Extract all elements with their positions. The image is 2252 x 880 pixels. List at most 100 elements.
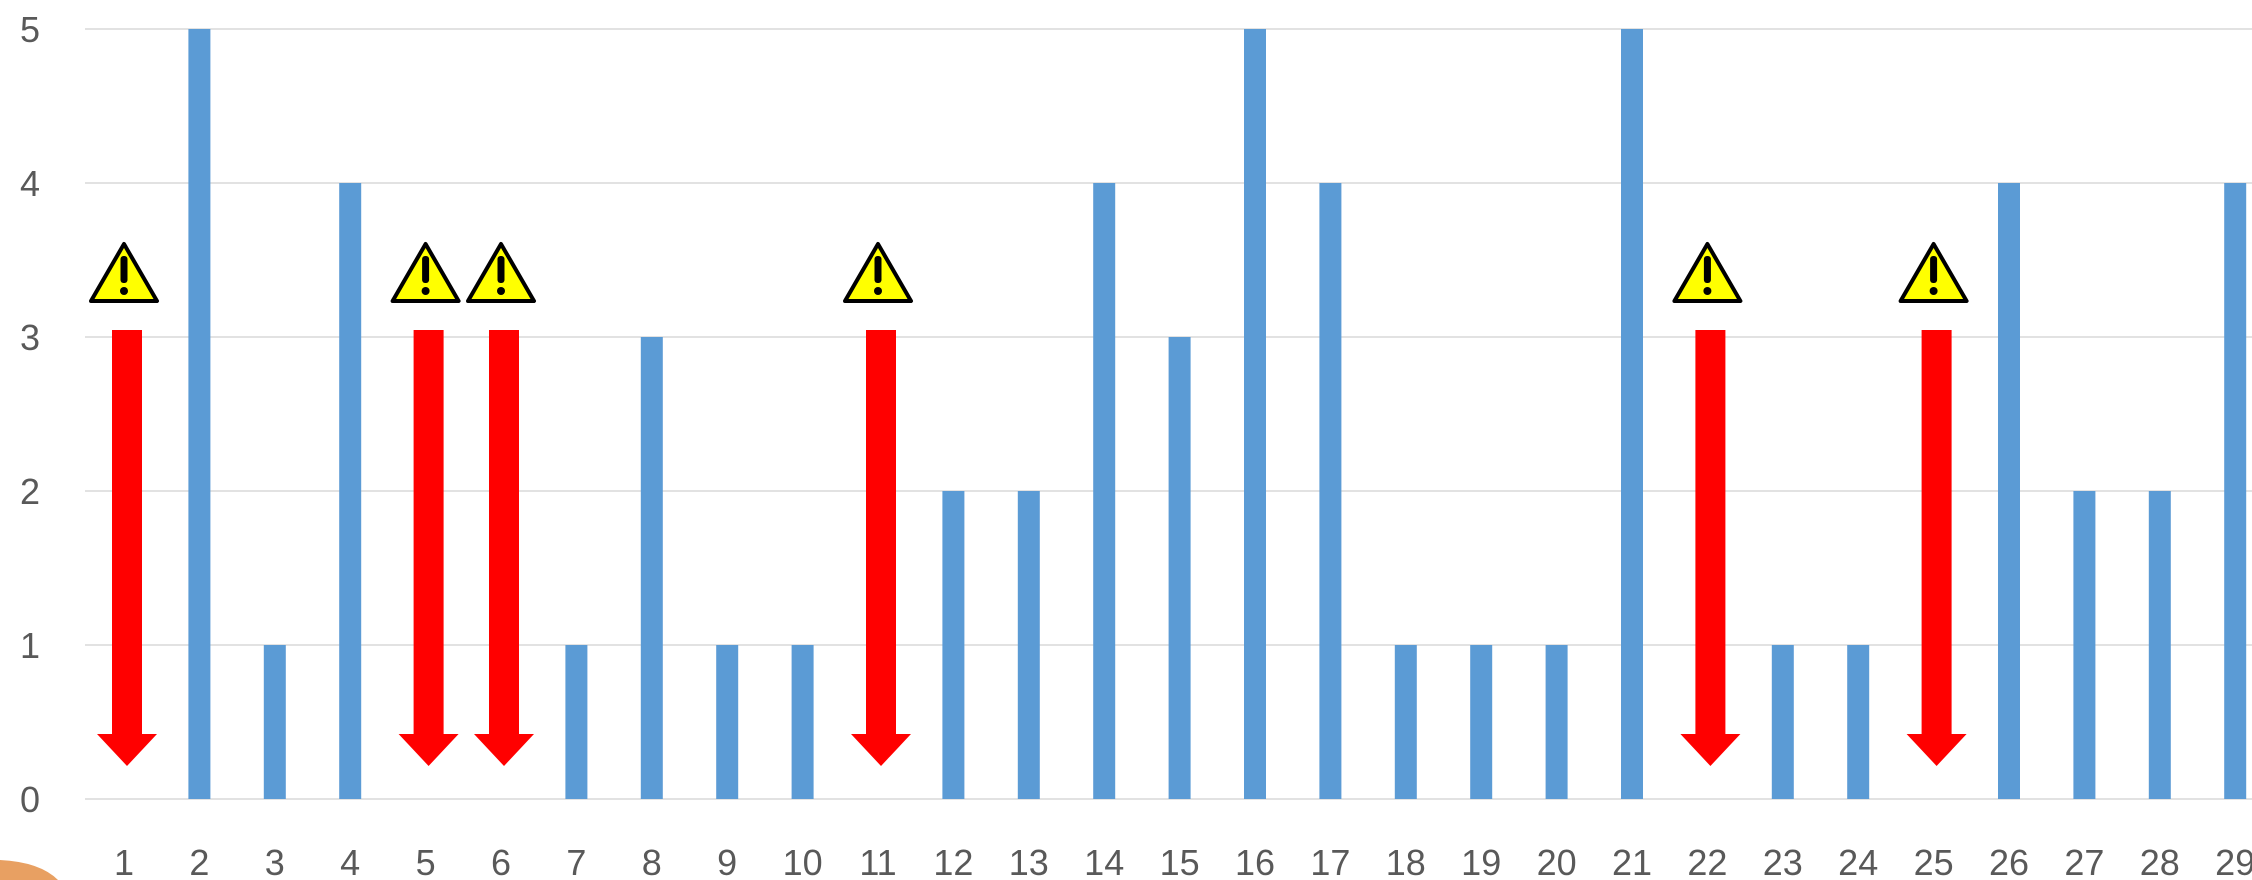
x-tick-label-2: 2: [189, 842, 209, 880]
exclamation-dot: [497, 287, 505, 295]
x-tick-label-13: 13: [1009, 842, 1049, 880]
bars: [188, 29, 2247, 799]
exclamation-dot: [874, 287, 882, 295]
bar-24: [1847, 645, 1870, 799]
bar-9: [716, 645, 739, 799]
x-tick-label-12: 12: [933, 842, 973, 880]
x-tick-label-11: 11: [859, 842, 896, 880]
x-tick-label-5: 5: [416, 842, 436, 880]
bar-4: [339, 183, 362, 799]
x-tick-label-4: 4: [340, 842, 360, 880]
x-axis-tick-labels: 1 2 3 4 5 6 7 8 9 10 11 12 13 14 15 16 17 18 19 20 21 22 23 24 2…: [114, 842, 2252, 880]
warning-triangle-icon: [1672, 242, 1743, 303]
red-arrow-shaft: [1695, 330, 1726, 735]
bar-13: [1017, 491, 1040, 799]
x-tick-label-20: 20: [1537, 842, 1577, 880]
red-arrow-down-icon: [474, 734, 534, 766]
red-arrow-shaft: [413, 330, 444, 735]
warning-annotation-25: [1898, 242, 1969, 766]
x-tick-label-27: 27: [2064, 842, 2104, 880]
x-tick-label-15: 15: [1160, 842, 1200, 880]
y-tick-label-0: 0: [20, 779, 40, 820]
x-tick-label-7: 7: [566, 842, 586, 880]
bar-19: [1470, 645, 1493, 799]
red-arrow-shaft: [112, 330, 142, 735]
corner-decoration: [0, 860, 58, 880]
bar-28: [2148, 491, 2171, 799]
red-arrow-down-icon: [1906, 734, 1967, 766]
x-tick-label-21: 21: [1612, 842, 1652, 880]
x-tick-label-1: 1: [114, 842, 134, 880]
y-tick-label-3: 3: [20, 317, 40, 358]
red-arrow-shaft: [1921, 330, 1952, 735]
bar-20: [1545, 645, 1568, 799]
x-tick-label-6: 6: [491, 842, 511, 880]
red-arrow-down-icon: [97, 734, 157, 766]
x-tick-label-8: 8: [642, 842, 662, 880]
exclamation-dot: [1929, 287, 1938, 295]
warning-triangle-icon: [1898, 242, 1969, 303]
exclamation-bar: [120, 256, 128, 283]
red-arrow-shaft: [866, 330, 896, 735]
x-tick-label-16: 16: [1235, 842, 1275, 880]
warning-annotation-1: [89, 242, 159, 766]
x-tick-label-28: 28: [2140, 842, 2180, 880]
bar-15: [1168, 337, 1191, 799]
bar-2: [188, 29, 211, 799]
bar-18: [1394, 645, 1417, 799]
bar-12: [942, 491, 965, 799]
exclamation-dot: [120, 287, 128, 295]
bar-3: [263, 645, 286, 799]
bar-8: [640, 337, 663, 799]
exclamation-bar: [1930, 256, 1938, 283]
x-tick-label-22: 22: [1687, 842, 1727, 880]
exclamation-bar: [1703, 256, 1711, 283]
bar-14: [1093, 183, 1116, 799]
y-tick-label-2: 2: [20, 471, 40, 512]
x-tick-label-26: 26: [1989, 842, 2029, 880]
bar-23: [1771, 645, 1794, 799]
bar-27: [2073, 491, 2096, 799]
x-tick-label-25: 25: [1914, 842, 1954, 880]
warning-triangle-icon: [843, 242, 913, 303]
x-tick-label-24: 24: [1838, 842, 1878, 880]
bar-29: [2224, 183, 2247, 799]
red-arrow-shaft: [489, 330, 519, 735]
warning-annotation-6: [466, 242, 536, 766]
warning-annotation-5: [390, 242, 461, 766]
red-arrow-down-icon: [1680, 734, 1741, 766]
red-arrow-down-icon: [851, 734, 911, 766]
exclamation-dot: [1703, 287, 1712, 295]
warning-triangle-icon: [466, 242, 536, 303]
x-tick-label-17: 17: [1310, 842, 1350, 880]
bar-16: [1244, 29, 1266, 799]
y-axis-tick-labels: 0 1 2 3 4 5: [20, 9, 40, 820]
bar-10: [791, 645, 814, 799]
x-tick-label-29: 29: [2215, 842, 2252, 880]
x-tick-label-18: 18: [1386, 842, 1426, 880]
exclamation-bar: [874, 256, 882, 283]
exclamation-bar: [422, 256, 430, 283]
warning-triangle-icon: [390, 242, 461, 303]
warning-triangle-icon: [89, 242, 159, 303]
x-tick-label-14: 14: [1084, 842, 1124, 880]
warning-annotations: [89, 242, 1969, 766]
y-tick-label-1: 1: [20, 625, 40, 666]
warning-annotation-11: [843, 242, 913, 766]
bar-7: [565, 645, 588, 799]
warning-annotation-22: [1672, 242, 1743, 766]
y-tick-label-5: 5: [20, 9, 40, 50]
exclamation-dot: [421, 287, 430, 295]
bar-26: [1998, 183, 2020, 799]
x-tick-label-9: 9: [717, 842, 737, 880]
bar-21: [1621, 29, 1643, 799]
gridlines: [85, 28, 2252, 800]
bar-17: [1319, 183, 1342, 799]
x-tick-label-19: 19: [1461, 842, 1501, 880]
x-tick-label-23: 23: [1763, 842, 1803, 880]
x-tick-label-10: 10: [783, 842, 823, 880]
x-tick-label-3: 3: [265, 842, 285, 880]
exclamation-bar: [497, 256, 505, 283]
y-tick-label-4: 4: [20, 163, 40, 204]
